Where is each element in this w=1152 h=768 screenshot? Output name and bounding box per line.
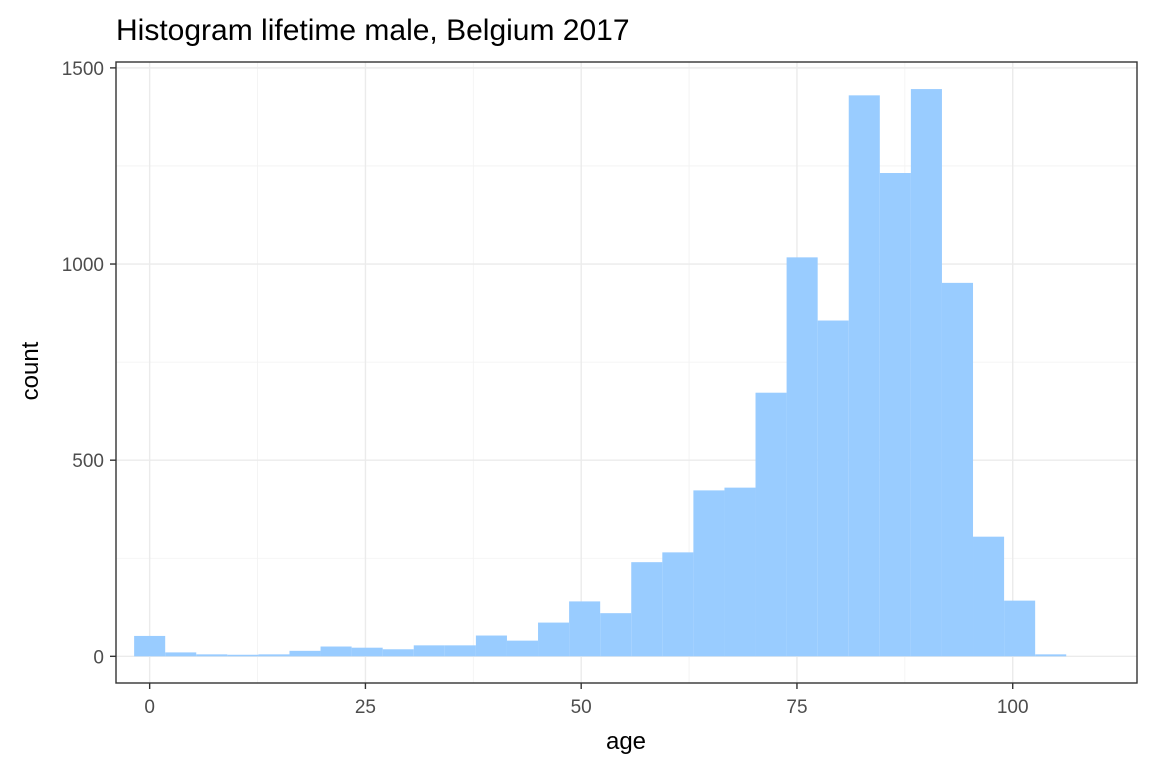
histogram-bar — [786, 257, 818, 657]
histogram-bar — [227, 654, 259, 657]
x-axis-title: age — [606, 728, 646, 755]
histogram-bars — [134, 89, 1067, 657]
axis-ticks — [110, 67, 1014, 689]
histogram-bar — [165, 652, 197, 657]
histogram-bar — [600, 613, 632, 657]
y-tick-label: 1000 — [62, 255, 104, 276]
x-tick-label: 0 — [144, 697, 155, 718]
histogram-bar — [351, 647, 383, 657]
x-tick-label: 25 — [355, 697, 376, 718]
histogram-bar — [475, 635, 507, 657]
histogram-bar — [569, 601, 601, 657]
histogram-bar — [879, 173, 911, 657]
histogram-bar — [320, 646, 352, 657]
histogram-bar — [196, 654, 228, 657]
histogram-bar — [444, 645, 476, 657]
histogram-bar — [631, 562, 663, 657]
histogram-bar — [941, 282, 974, 657]
panel-border — [115, 61, 1138, 684]
x-tick-label: 75 — [786, 697, 807, 718]
y-tick-label: 500 — [72, 451, 104, 472]
histogram-bar — [724, 487, 756, 657]
histogram-bar — [973, 536, 1005, 657]
histogram-bar — [817, 320, 849, 657]
histogram-bar — [662, 552, 694, 657]
histogram-bar — [382, 649, 414, 657]
chart-title: Histogram lifetime male, Belgium 2017 — [116, 14, 630, 47]
y-tick-label: 0 — [93, 647, 104, 668]
histogram-bar — [1035, 654, 1067, 657]
histogram-bar — [848, 95, 880, 657]
histogram-bar — [506, 640, 539, 657]
histogram-bar — [413, 645, 445, 657]
histogram-bar — [258, 654, 290, 657]
histogram-bar — [755, 392, 787, 657]
histogram-bar — [134, 635, 166, 657]
x-tick-label: 50 — [571, 697, 592, 718]
y-axis-title: count — [17, 341, 44, 400]
histogram-bar — [693, 490, 725, 657]
histogram-bar — [289, 650, 321, 657]
y-tick-label: 1500 — [62, 59, 104, 80]
histogram-bar — [538, 622, 570, 657]
histogram-bar — [1004, 600, 1036, 657]
histogram-bar — [910, 89, 942, 657]
x-tick-label: 100 — [997, 697, 1029, 718]
